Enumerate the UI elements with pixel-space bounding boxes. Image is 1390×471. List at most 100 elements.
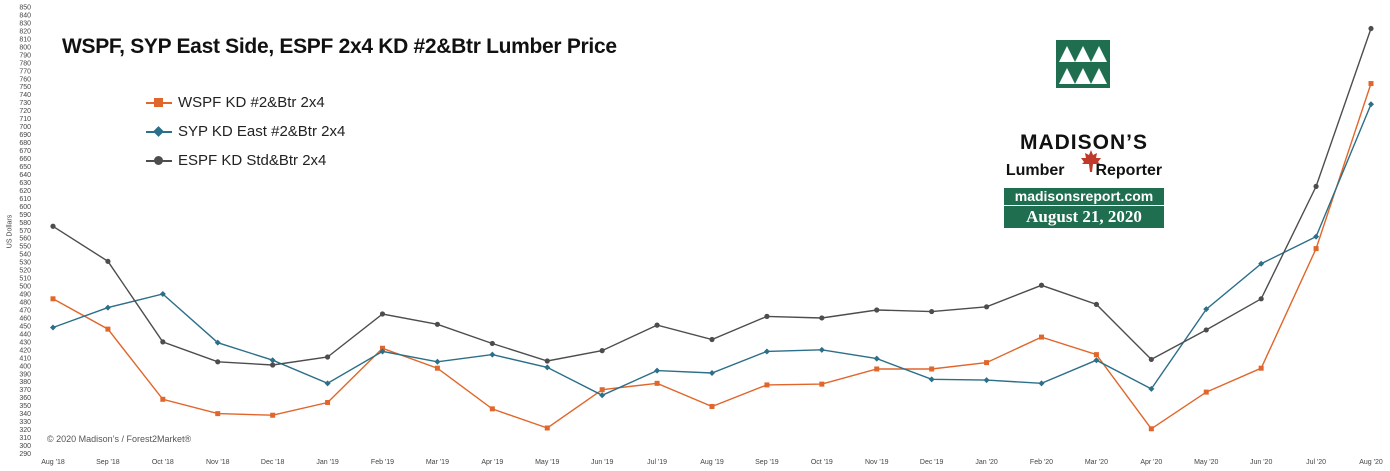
y-tick-label: 710 [19,116,31,123]
data-point [1368,81,1374,87]
data-point [50,296,56,302]
data-point [1203,306,1210,313]
legend-item-espf: ESPF KD Std&Btr 2x4 [146,146,345,175]
x-tick-label: Dec '18 [261,459,285,466]
x-tick-label: Jun '19 [591,459,613,466]
data-point [874,307,880,313]
data-point [709,369,715,376]
y-tick-label: 780 [19,60,31,67]
data-point [654,322,660,328]
y-tick-label: 340 [19,411,31,418]
data-point [544,358,550,364]
x-tick-label: Nov '19 [865,459,889,466]
data-point [1313,233,1320,240]
y-tick-label: 800 [19,44,31,51]
data-point [215,359,221,365]
data-point [1148,385,1155,392]
data-point [599,348,605,354]
y-tick-label: 830 [19,20,31,27]
x-tick-label: May '20 [1194,459,1218,466]
y-tick-label: 410 [19,355,31,362]
data-point [324,354,331,360]
y-tick-label: 380 [19,379,31,386]
y-tick-label: 490 [19,292,31,299]
y-tick-label: 790 [19,52,31,59]
y-tick-label: 460 [19,315,31,322]
data-point [874,366,880,372]
data-point [544,364,551,371]
x-tick-label: Aug '19 [700,459,724,466]
y-tick-label: 610 [19,196,31,203]
data-point [819,315,825,321]
logo-sub-left: Lumber [1005,162,1065,179]
x-tick-label: Apr '20 [1140,459,1162,466]
logo-sub-right: Reporter [1095,162,1163,179]
data-point [1313,183,1319,189]
data-point [819,381,825,387]
data-point [379,311,386,317]
data-point [1258,365,1264,371]
data-point [50,223,56,229]
legend-label-espf: ESPF KD Std&Btr 2x4 [178,152,327,169]
y-tick-label: 840 [19,12,31,19]
y-tick-label: 630 [19,180,31,187]
y-tick-label: 810 [19,36,31,43]
x-tick-label: Jun '20 [1250,459,1272,466]
y-tick-label: 570 [19,228,31,235]
x-tick-label: Apr '19 [481,459,503,466]
data-point [104,304,111,311]
y-tick-label: 620 [19,188,31,195]
data-point [379,348,386,355]
y-tick-label: 530 [19,260,31,267]
data-point [764,313,770,319]
y-tick-label: 850 [19,5,31,12]
x-tick-label: Sep '18 [96,459,120,466]
data-point [50,324,56,331]
data-point [983,377,990,384]
data-point [489,340,495,347]
y-tick-label: 580 [19,220,31,227]
y-tick-label: 480 [19,300,31,307]
legend-swatch-wspf [146,96,172,110]
y-tick-label: 720 [19,108,31,115]
data-point [1203,389,1209,395]
data-point [1038,380,1045,387]
legend-swatch-espf [146,154,172,168]
data-point [105,258,111,264]
data-point [434,358,441,365]
x-tick-label: Oct '19 [811,459,833,466]
data-point [654,367,661,374]
y-tick-label: 510 [19,276,31,283]
y-tick-label: 600 [19,204,31,211]
data-point [324,380,331,387]
data-point [709,336,715,343]
y-tick-label: 550 [19,244,31,251]
logo-name: MADISON’S [1019,131,1148,154]
legend: WSPF KD #2&Btr 2x4 SYP KD East #2&Btr 2x… [146,88,345,175]
copyright: © 2020 Madison’s / Forest2Market® [47,434,192,444]
y-tick-label: 820 [19,28,31,35]
data-point [1258,260,1265,267]
data-point [1148,356,1154,363]
y-tick-label: 740 [19,92,31,99]
data-point [160,396,166,402]
data-point [983,304,990,310]
y-tick-label: 350 [19,403,31,410]
y-tick-label: 440 [19,331,31,338]
series-line-2 [52,28,1372,366]
x-tick-label: Feb '19 [371,459,394,466]
data-point [380,345,385,351]
data-point [984,360,990,366]
x-tick-label: May '19 [535,459,559,466]
y-tick-label: 730 [19,100,31,107]
y-tick-label: 420 [19,347,31,354]
data-point [160,339,166,345]
x-tick-label: Jan '19 [316,459,338,466]
data-point [270,362,276,368]
y-tick-label: 500 [19,284,31,291]
data-point [1368,25,1374,32]
maple-leaf-icon [1080,150,1102,172]
data-point [1313,246,1319,252]
data-point [270,412,276,418]
